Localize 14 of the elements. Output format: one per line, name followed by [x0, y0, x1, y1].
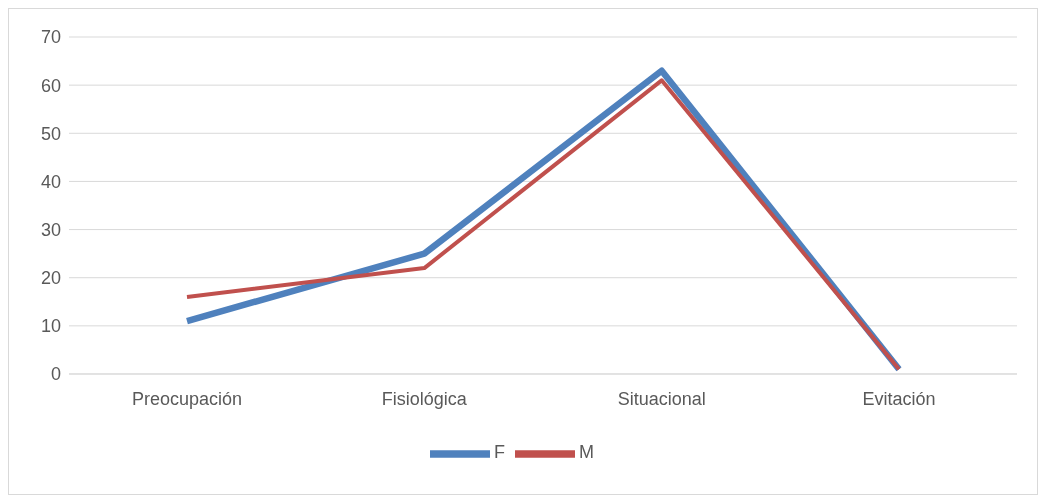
legend-label: M [579, 442, 594, 463]
x-tick-label: Evitación [862, 388, 936, 409]
y-tick-label: 60 [40, 75, 61, 96]
y-tick-label: 40 [40, 171, 61, 192]
y-tick-label: 20 [40, 268, 61, 289]
x-tick-label: Preocupación [131, 388, 243, 409]
x-tick-label: Fisiológica [381, 388, 468, 409]
y-tick-label: 30 [40, 219, 61, 240]
y-tick-label: 0 [50, 364, 61, 385]
y-tick-label: 50 [40, 123, 61, 144]
y-tick-label: 10 [40, 316, 61, 337]
legend-label: F [494, 442, 505, 463]
x-tick-label: Situacional [617, 388, 706, 409]
y-tick-label: 70 [40, 27, 61, 48]
